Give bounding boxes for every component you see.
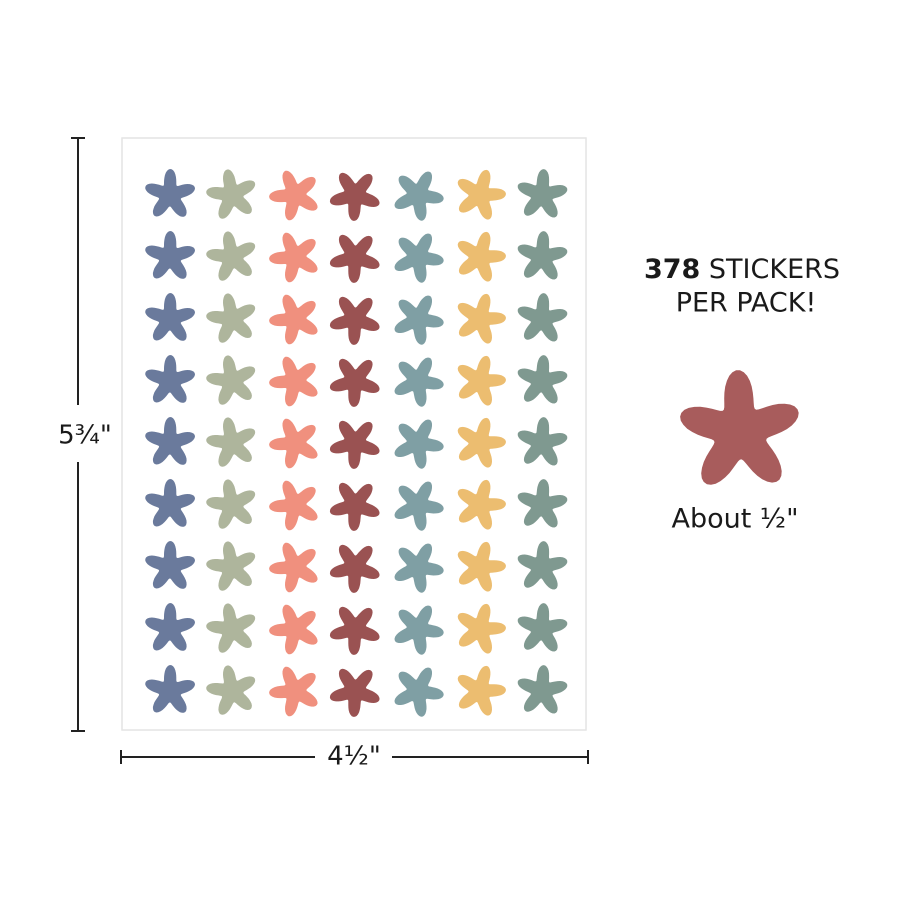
sticker (145, 293, 195, 341)
sticker (394, 481, 444, 531)
sticker (206, 355, 256, 405)
sticker (269, 356, 318, 407)
sticker (269, 666, 318, 717)
sticker (206, 417, 256, 467)
sticker (206, 665, 256, 715)
width-dimension (120, 750, 589, 764)
sticker (394, 543, 444, 593)
sticker (329, 296, 380, 345)
sticker (457, 293, 506, 344)
sticker-grid (145, 169, 568, 717)
width-label: 4½" (327, 742, 381, 772)
sticker (329, 668, 380, 717)
sticker (517, 479, 568, 528)
sticker (269, 170, 318, 221)
sticker (457, 355, 506, 406)
sticker-count: 378 (644, 254, 700, 285)
sticker (457, 603, 506, 654)
sample-sticker (680, 370, 799, 485)
sticker (457, 231, 506, 282)
sticker (206, 479, 256, 529)
sticker (145, 541, 195, 589)
sticker (269, 294, 318, 345)
sticker (457, 479, 506, 530)
sticker (394, 605, 444, 655)
sticker (394, 357, 444, 407)
sample-caption: About ½" (672, 504, 799, 535)
sticker (206, 603, 256, 653)
sticker (145, 169, 195, 217)
sticker (145, 603, 195, 651)
sticker (206, 541, 256, 591)
sticker (206, 231, 256, 281)
sticker (145, 355, 195, 403)
sticker (517, 293, 568, 342)
sticker (145, 479, 195, 527)
sticker (269, 480, 318, 531)
height-label: 5¾" (58, 421, 112, 451)
sticker (329, 606, 380, 655)
sticker (517, 231, 568, 280)
sticker (329, 482, 380, 531)
sticker (517, 169, 568, 218)
sticker (394, 171, 444, 221)
sticker (517, 417, 568, 466)
sticker (269, 232, 318, 283)
sticker (329, 234, 380, 283)
height-dimension (71, 137, 85, 732)
sticker (394, 295, 444, 345)
sticker (517, 603, 568, 652)
sticker (269, 418, 318, 469)
sticker (206, 293, 256, 343)
promo-line: PER PACK! (676, 288, 817, 319)
sticker (457, 417, 506, 468)
sticker (457, 541, 506, 592)
sticker (457, 169, 506, 220)
sticker (329, 420, 380, 469)
sticker (206, 169, 256, 219)
sticker (329, 544, 380, 593)
sticker (394, 233, 444, 283)
sticker (145, 665, 195, 713)
sticker (269, 542, 318, 593)
sticker (394, 667, 444, 717)
sticker (145, 417, 195, 465)
sticker (517, 665, 568, 714)
sticker (517, 541, 568, 590)
sticker (329, 358, 380, 407)
sticker (329, 172, 380, 221)
sticker (517, 355, 568, 404)
sticker (269, 604, 318, 655)
sticker (145, 231, 195, 279)
promo-line: 378 STICKERS (644, 254, 840, 285)
sticker (457, 665, 506, 716)
sticker (394, 419, 444, 469)
promo-text: STICKERS (709, 254, 840, 285)
